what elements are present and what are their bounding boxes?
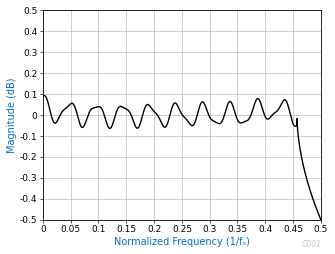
Y-axis label: Magnitude (dB): Magnitude (dB) — [7, 77, 17, 153]
Text: C001: C001 — [302, 240, 322, 249]
X-axis label: Normalized Frequency (1/fₛ): Normalized Frequency (1/fₛ) — [114, 237, 250, 247]
